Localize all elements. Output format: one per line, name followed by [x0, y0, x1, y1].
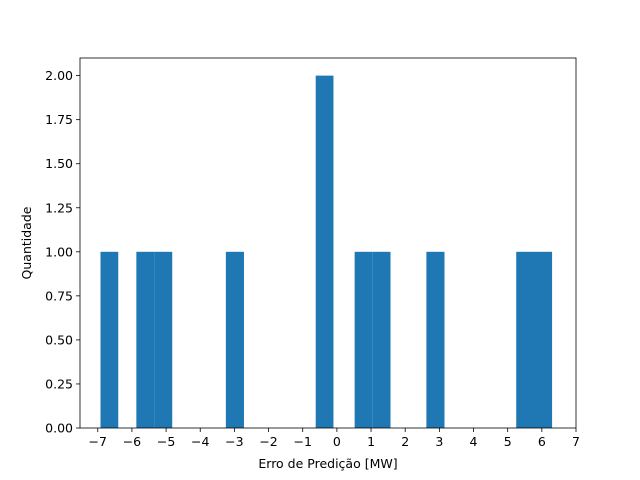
- x-tick-label: 3: [435, 434, 443, 449]
- x-tick-label: 5: [504, 434, 512, 449]
- y-tick-label: 1.00: [45, 244, 73, 259]
- histogram-bar-4: [315, 75, 334, 429]
- x-tick-label: 6: [538, 434, 546, 449]
- y-tick-label: 2.00: [45, 68, 73, 83]
- y-ticks: 0.00 0.25 0.50 0.75 1.00 1.25 1.50 1.75 2.00: [45, 68, 80, 436]
- x-tick-label: −3: [225, 434, 243, 449]
- histogram-bar-8: [516, 251, 534, 428]
- x-tick-label: −2: [259, 434, 277, 449]
- y-tick-label: 1.50: [45, 156, 73, 171]
- x-axis-label: Erro de Predição [MW]: [258, 456, 397, 471]
- x-tick-label: −7: [89, 434, 107, 449]
- x-tick-label: 7: [572, 434, 580, 449]
- histogram-bar-0: [100, 251, 119, 428]
- y-tick-label: 1.25: [45, 200, 73, 215]
- x-tick-label: 2: [401, 434, 409, 449]
- histogram-bar-9: [533, 251, 553, 428]
- histogram-bar-2: [154, 251, 173, 428]
- x-tick-label: −5: [157, 434, 175, 449]
- x-tick-label: 1: [367, 434, 375, 449]
- y-tick-label: 0.75: [45, 288, 73, 303]
- y-tick-label: 1.75: [45, 112, 73, 127]
- histogram-bar-5: [354, 251, 373, 428]
- x-tick-label: −6: [123, 434, 141, 449]
- y-axis-label: Quantidade: [19, 206, 34, 279]
- bars-layer: [100, 75, 553, 429]
- plot-frame: [79, 57, 577, 429]
- histogram-bar-1: [136, 251, 155, 428]
- histogram-bar-3: [225, 251, 244, 428]
- histogram-bar-6: [372, 251, 391, 428]
- x-ticks: −7 −6 −5 −4 −3 −2 −1 0 1 2 3 4 5 6 7: [89, 428, 580, 449]
- x-tick-label: 0: [333, 434, 341, 449]
- x-tick-label: −1: [294, 434, 312, 449]
- x-tick-label: −4: [191, 434, 209, 449]
- x-tick-label: 4: [470, 434, 478, 449]
- y-tick-label: 0.25: [45, 376, 73, 391]
- y-tick-label: 0.00: [45, 421, 73, 436]
- y-tick-label: 0.50: [45, 332, 73, 347]
- histogram-bar-7: [426, 251, 445, 428]
